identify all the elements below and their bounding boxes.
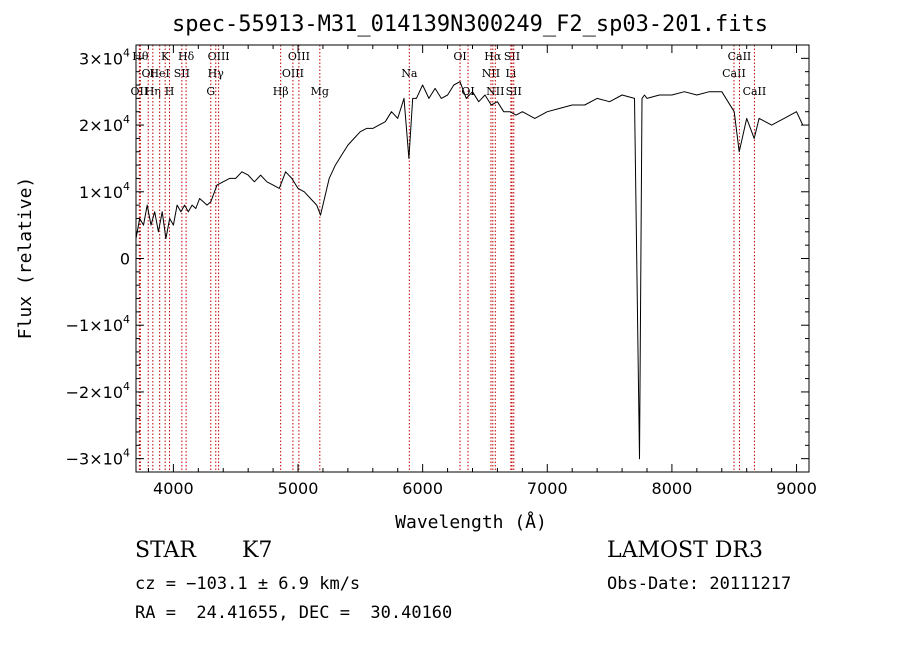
x-axis-label: Wavelength (Å) <box>395 511 547 533</box>
line-label: NII <box>486 85 504 98</box>
chart-title: spec-55913-M31_014139N300249_F2_sp03-201… <box>172 12 768 37</box>
y-tick-exponent: 4 <box>123 447 130 460</box>
y-tick-label: −1×104 <box>66 313 130 335</box>
line-label: NII <box>482 67 500 80</box>
line-label: Hβ <box>273 85 289 98</box>
y-tick-exponent: 4 <box>123 313 130 326</box>
plot-frame <box>135 44 810 473</box>
x-tick-label: 7000 <box>527 479 568 498</box>
object-subclass: K7 <box>242 538 273 563</box>
x-tick-label: 6000 <box>402 479 443 498</box>
observation-date: Obs-Date: 20111217 <box>607 574 792 594</box>
line-label: HeI <box>149 67 169 80</box>
line-label: SII <box>504 50 520 63</box>
redshift-velocity: cz = −103.1 ± 6.9 km/s <box>135 574 361 594</box>
y-tick-mantissa: −1×10 <box>66 316 123 335</box>
line-label: G <box>206 85 215 98</box>
x-tick-label: 8000 <box>652 479 693 498</box>
x-axis: 4000 5000 6000 7000 8000 9000 <box>147 45 817 498</box>
y-tick-label: −2×104 <box>66 380 130 402</box>
y-axis-label: Flux (relative) <box>15 177 36 340</box>
y-tick-mantissa: 0 <box>120 250 130 269</box>
line-label: OI <box>142 67 155 80</box>
spectral-line-markers: Hθ OII OI Hη HeI K H SII Hδ G Hγ OIII Hβ OIII OIII Mg Na… <box>131 45 767 472</box>
line-label: Hθ <box>132 50 149 63</box>
line-label: Mg <box>311 85 329 98</box>
line-label: Li <box>505 67 516 80</box>
line-label: SII <box>174 67 190 80</box>
y-tick-exponent: 4 <box>123 113 130 126</box>
line-label: OIII <box>282 67 304 80</box>
y-tick-exponent: 4 <box>123 46 130 59</box>
line-label: OI <box>453 50 466 63</box>
y-tick-mantissa: −3×10 <box>66 450 123 469</box>
line-label: OII <box>131 85 149 98</box>
line-label: SII <box>506 85 522 98</box>
y-tick-label: 0 <box>120 250 130 269</box>
coordinates: RA = 24.41655, DEC = 30.40160 <box>135 603 453 623</box>
y-tick-label: 2×104 <box>79 113 130 135</box>
y-tick-exponent: 4 <box>123 380 130 393</box>
spectrum-layer <box>135 81 804 460</box>
line-label: Hα <box>484 50 502 63</box>
y-tick-mantissa: 2×10 <box>79 116 123 135</box>
y-tick-mantissa: −2×10 <box>66 383 123 402</box>
x-tick-label: 9000 <box>776 479 817 498</box>
line-label: Hγ <box>208 67 225 80</box>
y-tick-label: 1×104 <box>79 180 130 202</box>
survey-name: LAMOST DR3 <box>607 538 763 563</box>
line-label: Hη <box>145 85 161 98</box>
y-tick-exponent: 4 <box>123 180 130 193</box>
spectrum-series-0 <box>135 81 804 460</box>
line-label: CaII <box>728 50 752 63</box>
line-label: CaII <box>722 67 746 80</box>
y-tick-label: −3×104 <box>66 447 130 469</box>
line-label: Hδ <box>178 50 195 63</box>
y-tick-mantissa: 3×10 <box>79 49 123 68</box>
x-tick-label: 4000 <box>153 479 194 498</box>
y-tick-mantissa: 1×10 <box>79 183 123 202</box>
line-label: OIII <box>208 50 230 63</box>
line-label: H <box>165 85 175 98</box>
line-label: OIII <box>288 50 310 63</box>
object-class: STAR <box>135 538 196 563</box>
x-tick-label: 5000 <box>278 479 319 498</box>
line-label: CaII <box>743 85 767 98</box>
line-label: K <box>161 50 170 63</box>
line-label: Na <box>401 67 418 80</box>
y-tick-label: 3×104 <box>79 46 130 68</box>
